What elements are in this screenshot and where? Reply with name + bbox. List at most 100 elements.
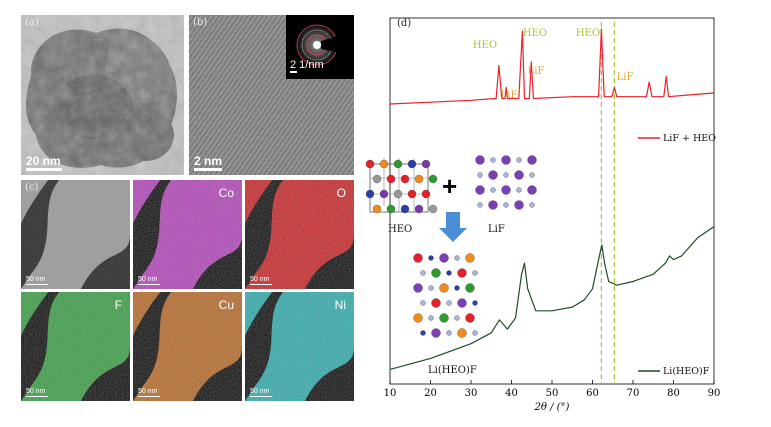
lihe0f-crystal-icon bbox=[413, 253, 478, 338]
lif-atom bbox=[527, 155, 537, 165]
product-atom bbox=[413, 313, 423, 323]
tem-image-a-graphic bbox=[21, 15, 184, 175]
series-line-lihe0f bbox=[389, 226, 715, 370]
lif-atom bbox=[503, 172, 509, 178]
scale-bar-a: 20 nm bbox=[26, 155, 62, 171]
panel-label-b: (b) bbox=[193, 17, 208, 28]
eds-scale-bar: 50 nm bbox=[138, 275, 160, 285]
product-atom bbox=[454, 315, 460, 321]
product-atom bbox=[428, 285, 434, 291]
lif-atom bbox=[529, 172, 535, 178]
lif-atom bbox=[516, 187, 522, 193]
heo-atom bbox=[421, 159, 431, 169]
heo-atom bbox=[414, 174, 424, 184]
heo-crystal-icon bbox=[365, 158, 438, 214]
heo-atom bbox=[386, 174, 396, 184]
heo-atom bbox=[400, 174, 410, 184]
product-atom bbox=[446, 330, 452, 336]
product-atom bbox=[465, 253, 475, 263]
product-atom bbox=[431, 328, 441, 338]
heo-scheme-label: HEO bbox=[388, 224, 412, 235]
product-atom bbox=[446, 270, 452, 276]
lif-atom bbox=[503, 202, 509, 208]
scale-bar-b: 2 nm bbox=[194, 155, 222, 171]
lif-crystal-icon bbox=[475, 155, 537, 210]
heo-atom bbox=[428, 174, 438, 184]
lif-atom bbox=[488, 170, 498, 180]
product-atom bbox=[457, 328, 467, 338]
eds-scale-text: 50 nm bbox=[138, 387, 158, 395]
eds-map-cu: Cu 50 nm bbox=[133, 292, 242, 401]
lif-atom bbox=[501, 185, 511, 195]
x-tick-label: 90 bbox=[708, 388, 721, 399]
lif-atom bbox=[514, 200, 524, 210]
lif-atom bbox=[514, 170, 524, 180]
eds-map-co: Co 50 nm bbox=[133, 180, 242, 289]
product-atom bbox=[446, 300, 452, 306]
product-atom bbox=[413, 253, 423, 263]
saed-scale-text: 2 1/nm bbox=[290, 59, 324, 71]
product-atom bbox=[465, 283, 475, 293]
heo-atom bbox=[393, 159, 403, 169]
peak-annotation-lif: LiF bbox=[501, 90, 518, 101]
series-line-lif-heo bbox=[389, 28, 715, 105]
product-atom bbox=[454, 285, 460, 291]
panel-label-c: (c) bbox=[25, 182, 39, 193]
eds-scale-text: 50 nm bbox=[250, 387, 270, 395]
product-atom bbox=[465, 313, 475, 323]
eds-element-label: Ni bbox=[334, 298, 346, 312]
heo-atom bbox=[372, 204, 382, 214]
product-atom bbox=[420, 330, 426, 336]
eds-scale-bar: 50 nm bbox=[26, 276, 48, 285]
legend-label: Li(HEO)F bbox=[663, 366, 710, 377]
product-atom bbox=[457, 298, 467, 308]
eds-scale-bar: 50 nm bbox=[250, 275, 272, 285]
heo-atom bbox=[393, 189, 403, 199]
scale-bar-a-text: 20 nm bbox=[26, 154, 61, 168]
product-atom bbox=[431, 268, 441, 278]
heo-atom bbox=[414, 204, 424, 214]
tem-image-a: (a) 20 nm bbox=[21, 15, 184, 175]
x-tick-label: 10 bbox=[384, 388, 397, 399]
peak-annotation-heo: HEO bbox=[576, 28, 600, 39]
product-atom bbox=[472, 330, 478, 336]
legend-label: LiF + HEO bbox=[663, 133, 716, 144]
panel-label-a: (a) bbox=[25, 17, 39, 28]
lif-scheme-label: LiF bbox=[488, 224, 505, 235]
reaction-scheme: + HEO LiF Li(HEO)F bbox=[360, 140, 590, 390]
heo-atom bbox=[407, 159, 417, 169]
eds-scale-bar: 50 nm bbox=[26, 387, 48, 397]
x-tick-label: 30 bbox=[465, 388, 478, 399]
eds-element-label: Cu bbox=[218, 298, 234, 312]
product-atom bbox=[439, 313, 449, 323]
heo-atom bbox=[379, 159, 389, 169]
eds-scale-text: 50 nm bbox=[138, 275, 158, 283]
lif-atom bbox=[490, 187, 496, 193]
heo-atom bbox=[379, 189, 389, 199]
hrtem-image-b-graphic bbox=[189, 15, 354, 175]
x-tick-label: 40 bbox=[505, 388, 518, 399]
heo-atom bbox=[386, 204, 396, 214]
product-atom bbox=[428, 255, 434, 261]
heo-atom bbox=[400, 204, 410, 214]
lif-atom bbox=[477, 172, 483, 178]
eds-scale-text: 50 nm bbox=[26, 387, 46, 395]
peak-annotation-heo: HEO bbox=[523, 28, 547, 39]
x-tick-label: 20 bbox=[424, 388, 437, 399]
product-atom bbox=[454, 255, 460, 261]
peak-annotation-heo: HEO bbox=[473, 40, 497, 51]
eds-scale-text: 50 nm bbox=[250, 275, 270, 283]
eds-scale-bar: 50 nm bbox=[138, 387, 160, 397]
eds-map-o: O 50 nm bbox=[245, 180, 354, 289]
peak-annotation-lif: LiF bbox=[528, 66, 545, 77]
product-atom bbox=[428, 315, 434, 321]
product-atom bbox=[439, 253, 449, 263]
heo-atom bbox=[372, 174, 382, 184]
heo-atom bbox=[365, 189, 375, 199]
heo-atom bbox=[428, 204, 438, 214]
x-tick-label: 70 bbox=[627, 388, 640, 399]
lif-atom bbox=[527, 185, 537, 195]
peak-annotation-lif: LiF bbox=[617, 72, 634, 83]
heo-atom bbox=[407, 189, 417, 199]
